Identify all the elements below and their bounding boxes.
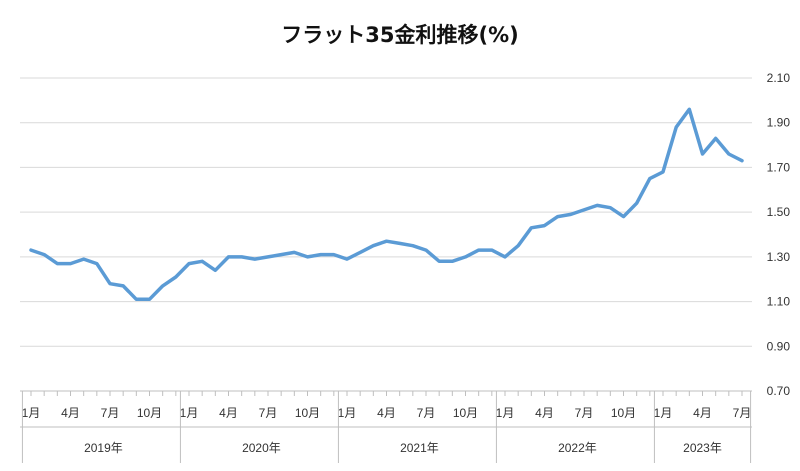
data-point <box>661 170 665 174</box>
x-tick-label: 10月 <box>295 406 320 420</box>
data-point <box>595 203 599 207</box>
data-point <box>674 125 678 129</box>
x-tick-label: 7月 <box>101 406 120 420</box>
data-point <box>187 262 191 266</box>
x-tick-label: 1月 <box>338 406 357 420</box>
data-point <box>134 297 138 301</box>
data-point <box>371 244 375 248</box>
y-tick-label: 1.90 <box>767 116 791 130</box>
data-point <box>95 262 99 266</box>
data-point <box>345 257 349 261</box>
x-tick-label: 7月 <box>733 406 752 420</box>
data-point <box>727 152 731 156</box>
data-point <box>200 259 204 263</box>
data-point <box>108 282 112 286</box>
y-tick-label: 0.70 <box>767 384 791 398</box>
data-point <box>279 253 283 257</box>
data-point <box>582 208 586 212</box>
x-tick-label: 4月 <box>693 406 712 420</box>
data-point <box>608 206 612 210</box>
data-point <box>622 215 626 219</box>
data-point <box>714 136 718 140</box>
x-tick-label: 10月 <box>137 406 162 420</box>
y-tick-label: 0.90 <box>767 339 791 353</box>
x-tick-label: 7月 <box>575 406 594 420</box>
year-label: 2021年 <box>400 441 439 455</box>
y-tick-label: 1.30 <box>767 250 791 264</box>
data-point <box>516 244 520 248</box>
data-point <box>477 248 481 252</box>
data-point <box>437 259 441 263</box>
data-point <box>332 253 336 257</box>
data-point <box>306 255 310 259</box>
x-axis: 1月 4月 7月 10月 1月 4月 7月 10月 1月 4月 7月 10月 1月 4月 7月 10月 1月 4月… <box>20 390 752 463</box>
x-tick-label: 4月 <box>535 406 554 420</box>
data-point <box>358 250 362 254</box>
data-point <box>266 255 270 259</box>
data-point <box>213 268 217 272</box>
data-point <box>701 152 705 156</box>
data-point <box>543 224 547 228</box>
data-point <box>174 275 178 279</box>
data-point <box>569 212 573 216</box>
y-tick-label: 2.10 <box>767 71 791 85</box>
series-layer <box>29 107 744 302</box>
x-tick-label: 4月 <box>219 406 238 420</box>
data-point <box>385 239 389 243</box>
x-tick-label: 7月 <box>259 406 278 420</box>
data-point <box>161 284 165 288</box>
data-point <box>227 255 231 259</box>
y-tick-label: 1.70 <box>767 160 791 174</box>
x-tick-label: 7月 <box>417 406 436 420</box>
year-label: 2022年 <box>558 441 597 455</box>
x-tick-label: 1月 <box>654 406 673 420</box>
y-tick-label: 1.50 <box>767 205 791 219</box>
data-point <box>319 253 323 257</box>
x-tick-label: 4月 <box>377 406 396 420</box>
x-tick-label: 4月 <box>61 406 80 420</box>
x-tick-label: 1月 <box>22 406 41 420</box>
gridlines <box>20 77 752 392</box>
x-tick-label: 10月 <box>611 406 636 420</box>
data-point <box>82 257 86 261</box>
year-label: 2023年 <box>683 441 722 455</box>
data-point <box>503 255 507 259</box>
data-point <box>556 215 560 219</box>
data-point <box>490 248 494 252</box>
data-point <box>635 201 639 205</box>
data-point <box>148 297 152 301</box>
data-point <box>424 248 428 252</box>
x-tick-label: 1月 <box>180 406 199 420</box>
x-tick-label: 10月 <box>453 406 478 420</box>
data-point <box>411 244 415 248</box>
data-point <box>253 257 257 261</box>
data-point <box>450 259 454 263</box>
data-point <box>398 241 402 245</box>
series-line <box>29 107 744 302</box>
year-label: 2020年 <box>242 441 281 455</box>
data-point <box>464 255 468 259</box>
data-point <box>648 177 652 181</box>
data-point <box>740 159 744 163</box>
data-point <box>121 284 125 288</box>
y-tick-label: 1.10 <box>767 295 791 309</box>
x-tick-label: 1月 <box>496 406 515 420</box>
chart-title: フラット35金利推移(%) <box>281 23 518 47</box>
data-point <box>687 107 691 111</box>
y-axis: 0.70 0.90 1.10 1.30 1.50 1.70 1.90 2.10 <box>767 71 791 398</box>
data-point <box>529 226 533 230</box>
data-point <box>240 255 244 259</box>
data-point <box>42 253 46 257</box>
data-point <box>55 262 59 266</box>
data-point <box>29 248 33 252</box>
data-point <box>69 262 73 266</box>
data-point <box>292 250 296 254</box>
year-label: 2019年 <box>84 441 123 455</box>
